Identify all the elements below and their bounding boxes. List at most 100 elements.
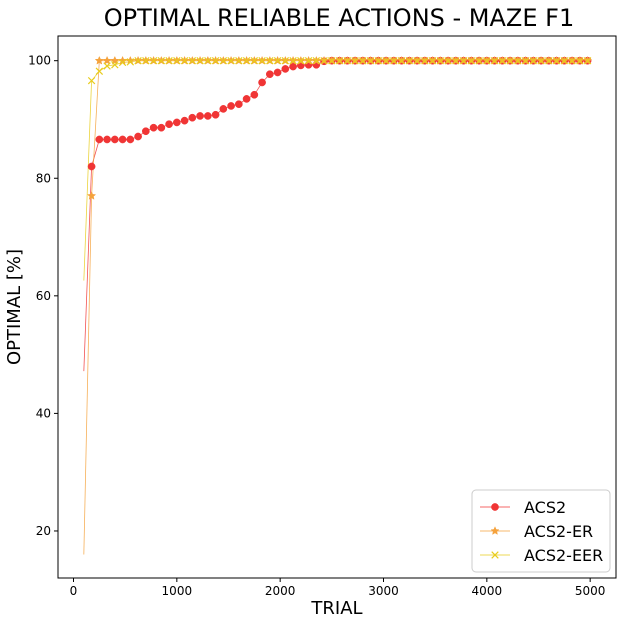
data-point [576,56,584,65]
series-markers [86,55,593,200]
data-point [583,56,592,65]
data-point [359,56,367,65]
x-tick-label: 3000 [368,584,399,598]
data-point [568,56,576,65]
y-axis: 20 40 60 80 100 [28,54,58,538]
data-point [320,56,328,65]
y-tick-label: 100 [28,54,51,68]
data-point [126,58,135,66]
data-point [273,68,282,77]
data-point [343,56,352,65]
plot-area [83,55,593,555]
data-point [196,112,204,120]
data-point [118,135,127,144]
data-point [235,56,243,65]
data-point [94,55,104,65]
data-point [149,123,158,132]
legend-label: ACS2-EER [524,546,603,565]
data-point [250,90,259,99]
x-tick-label: 0 [70,584,78,598]
data-point [273,56,282,65]
data-point [266,56,274,65]
data-point [498,56,507,65]
data-point [242,95,251,103]
data-point [196,56,204,65]
data-point [141,127,150,136]
data-point [102,55,112,65]
y-tick-label: 80 [36,171,51,185]
data-point [165,120,173,129]
plot-frame [57,35,617,579]
data-point [304,56,313,65]
data-point [87,162,96,171]
data-point [560,56,569,65]
data-point [234,100,243,109]
data-point [258,78,266,87]
data-point [134,132,142,141]
legend: ACS2 ACS2-ER ACS2-EER [471,489,611,573]
data-point [421,56,429,65]
data-point [103,135,111,144]
data-point [180,56,189,65]
data-point [413,56,421,65]
data-point [111,61,119,69]
data-point [227,56,235,65]
data-point [281,56,290,65]
data-point [204,56,212,65]
data-point [312,56,321,65]
data-point [289,56,297,65]
x-tick-label: 1000 [162,584,193,598]
data-point [506,56,514,65]
data-point [211,56,220,65]
legend-label: ACS2 [524,498,566,517]
data-point [467,56,476,65]
data-point [188,113,197,122]
data-point [281,65,290,73]
data-point [436,56,445,65]
data-point [242,56,251,65]
x-tick-label: 4000 [472,584,503,598]
data-point [529,56,538,65]
data-point [552,56,561,65]
y-axis-label: OPTIMAL [%] [4,249,25,365]
x-axis: 0 1000 2000 3000 4000 5000 [70,578,605,598]
data-point [289,62,297,71]
data-point [157,56,166,65]
data-point [390,56,398,65]
y-tick-label: 20 [36,524,51,538]
data-point [459,56,468,65]
series-points-acs2-eer [87,56,592,85]
data-point [382,56,390,65]
data-point [165,56,173,65]
data-point [211,110,220,119]
data-point [188,56,197,65]
data-point [103,62,111,70]
y-tick-label: 40 [36,406,51,420]
data-point [219,56,228,65]
data-point [514,56,522,65]
data-point [227,102,235,110]
x-axis-label: TRIAL [310,598,362,619]
legend-box [471,489,611,573]
data-point [452,56,460,65]
data-point [483,56,491,65]
y-tick-label: 60 [36,289,51,303]
data-point [95,135,104,144]
data-point [172,118,181,127]
data-point [490,56,499,65]
data-point [142,56,150,65]
data-point [157,123,166,132]
legend-marker [491,551,499,559]
data-point [537,56,545,65]
data-point [173,56,181,65]
data-point [110,135,119,144]
data-point [86,191,97,200]
data-point [521,56,530,65]
data-point [335,56,344,65]
data-point [265,70,274,79]
data-point [258,56,266,65]
data-point [219,105,228,113]
data-point [134,56,142,65]
x-tick-label: 2000 [265,584,296,598]
